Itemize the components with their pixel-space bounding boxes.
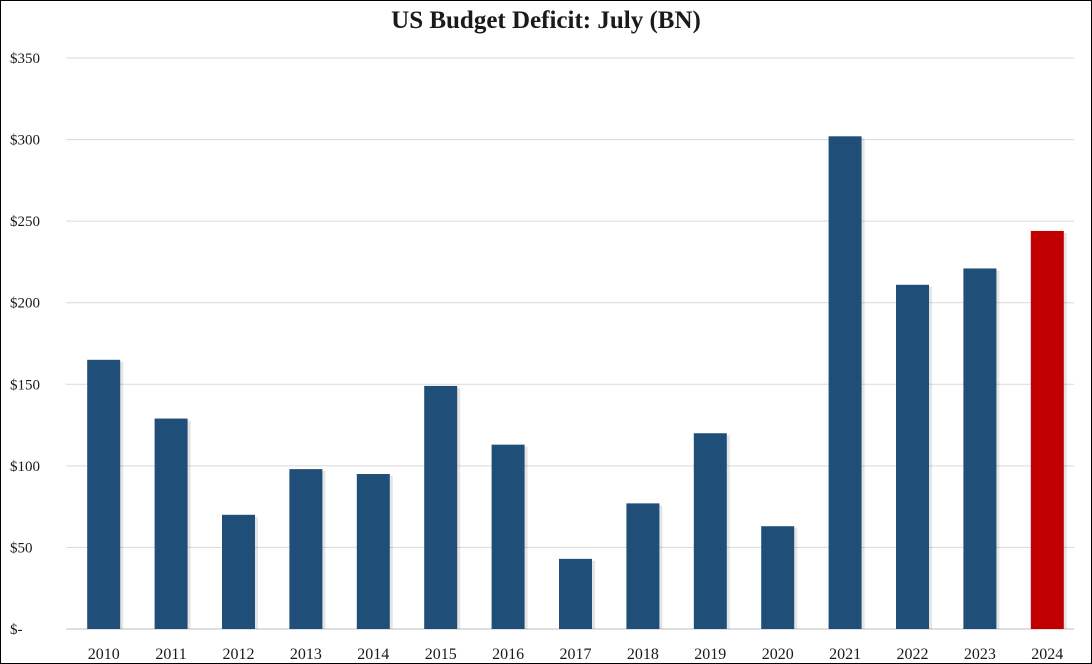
- bar-2015: [424, 385, 458, 629]
- y-tick-label: $-: [10, 622, 23, 638]
- bar-2021: [828, 136, 862, 629]
- x-tick-label: 2019: [694, 646, 726, 663]
- x-tick-label: 2022: [897, 646, 929, 663]
- bar-2018: [626, 503, 660, 629]
- x-tick-label: 2012: [223, 646, 255, 663]
- chart-title: US Budget Deficit: July (BN): [391, 7, 701, 34]
- x-axis-ticks: 2010 2011 2012 2013 2014 2015 2016 2017 2018 2019…: [88, 646, 1064, 663]
- bar-2020: [761, 526, 795, 629]
- bar-2019: [693, 433, 727, 629]
- bar-2017: [559, 558, 592, 629]
- y-tick-label: $50: [10, 540, 33, 556]
- x-tick-label: 2023: [964, 646, 996, 663]
- y-tick-label: $100: [10, 459, 40, 475]
- x-tick-label: 2018: [627, 646, 659, 663]
- bar-2013: [289, 469, 323, 629]
- x-tick-label: 2010: [88, 646, 120, 663]
- bar-2022: [896, 284, 929, 629]
- y-tick-label: $350: [10, 51, 40, 67]
- bar-2010: [87, 359, 121, 629]
- y-axis-ticks: $- $50 $100 $150 $200 $250 $300 $350: [10, 51, 40, 638]
- x-tick-label: 2013: [290, 646, 322, 663]
- x-tick-label: 2016: [492, 646, 524, 663]
- x-tick-label: 2011: [155, 646, 186, 663]
- bar-2016: [491, 444, 525, 629]
- bar-2012: [222, 514, 255, 629]
- y-tick-label: $250: [10, 214, 40, 230]
- x-tick-label: 2024: [1031, 646, 1063, 663]
- x-tick-label: 2015: [425, 646, 457, 663]
- bar-2023: [963, 268, 997, 629]
- x-tick-label: 2020: [762, 646, 794, 663]
- y-tick-label: $300: [10, 133, 40, 149]
- y-tick-label: $150: [10, 377, 40, 393]
- bar-2024: [1030, 230, 1064, 629]
- x-tick-label: 2017: [560, 646, 592, 663]
- x-tick-label: 2014: [357, 646, 389, 663]
- y-tick-label: $200: [10, 296, 40, 312]
- bar-2014: [356, 474, 390, 629]
- bar-2011: [154, 418, 188, 629]
- x-tick-label: 2021: [829, 646, 861, 663]
- bars: [87, 136, 1067, 629]
